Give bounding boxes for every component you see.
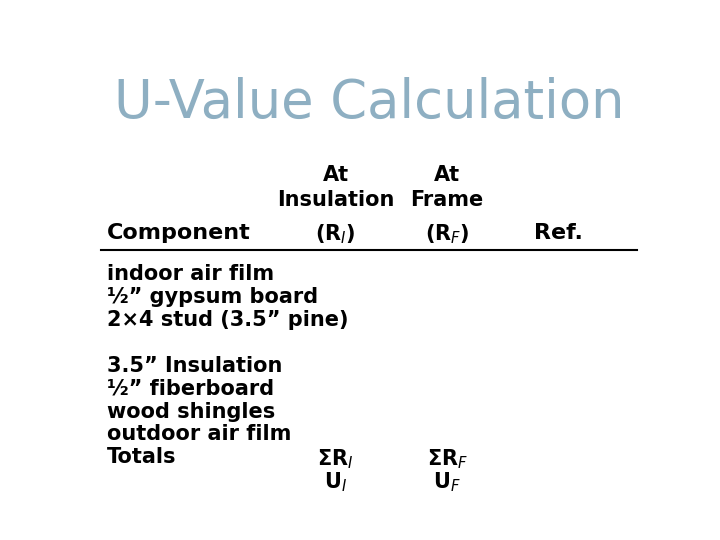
Text: outdoor air film: outdoor air film (107, 424, 291, 444)
Text: (R$_I$): (R$_I$) (315, 223, 356, 246)
Text: (R$_F$): (R$_F$) (425, 223, 469, 246)
Text: At: At (434, 165, 460, 185)
Text: 3.5” Insulation: 3.5” Insulation (107, 356, 282, 376)
Text: ΣR$_I$: ΣR$_I$ (318, 447, 354, 471)
Text: Frame: Frame (410, 190, 484, 210)
Text: Ref.: Ref. (534, 223, 583, 243)
Text: 2×4 stud (3.5” pine): 2×4 stud (3.5” pine) (107, 310, 348, 330)
Text: ΣR$_F$: ΣR$_F$ (426, 447, 468, 471)
Text: At: At (323, 165, 348, 185)
Text: Insulation: Insulation (276, 190, 395, 210)
Text: U$_F$: U$_F$ (433, 470, 461, 494)
Text: U$_I$: U$_I$ (324, 470, 347, 494)
Text: Component: Component (107, 223, 251, 243)
Text: wood shingles: wood shingles (107, 402, 275, 422)
Text: ½” fiberboard: ½” fiberboard (107, 379, 274, 399)
Text: indoor air film: indoor air film (107, 265, 274, 285)
Text: Totals: Totals (107, 447, 176, 467)
Text: U-Value Calculation: U-Value Calculation (114, 77, 624, 129)
Text: ½” gypsum board: ½” gypsum board (107, 287, 318, 307)
